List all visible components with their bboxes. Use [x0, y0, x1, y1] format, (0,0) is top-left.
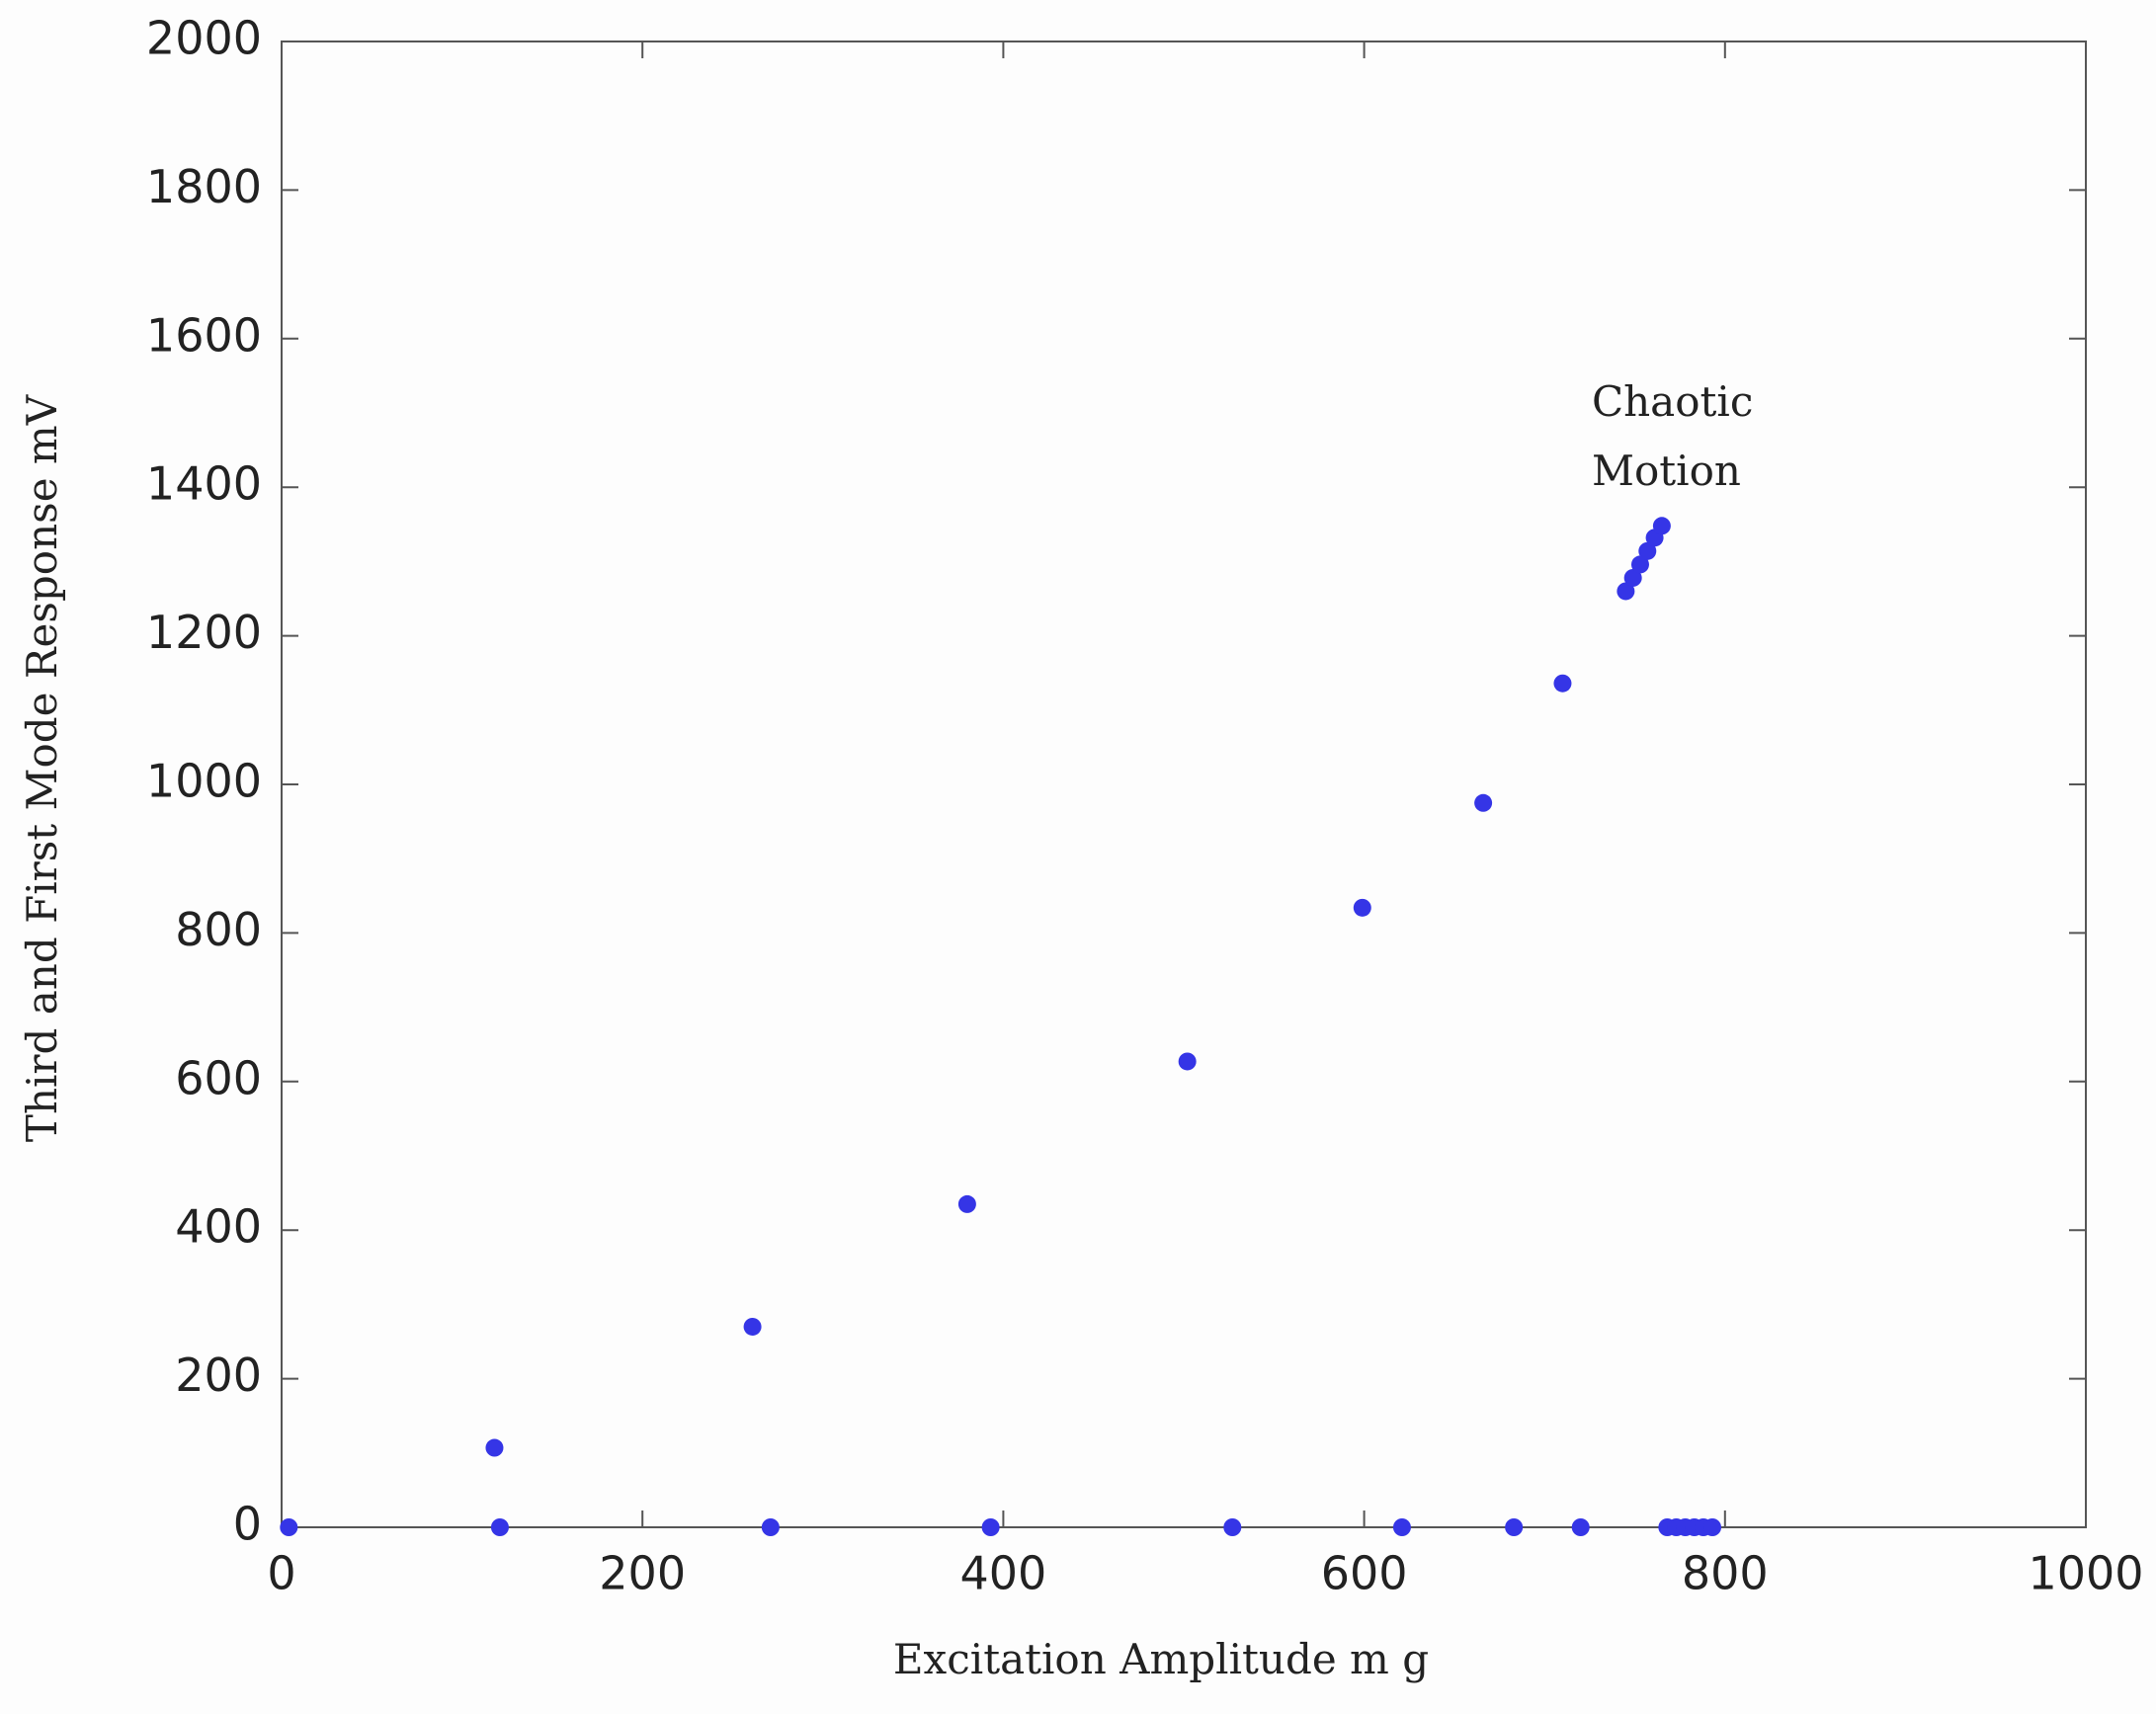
y-tick-label: 400	[175, 1200, 262, 1254]
data-point	[1223, 1518, 1242, 1536]
y-tick-label: 800	[175, 903, 262, 956]
plot-frame	[281, 41, 2087, 1528]
y-tick-label: 600	[175, 1051, 262, 1104]
y-tick-label: 0	[233, 1498, 262, 1551]
annotation: Chaotic	[1592, 377, 1753, 426]
data-point	[761, 1518, 780, 1536]
data-point	[1623, 568, 1642, 587]
data-point	[1617, 582, 1635, 601]
y-tick-label: 1400	[146, 457, 262, 511]
y-tick-label: 1000	[146, 755, 262, 808]
data-point	[1353, 898, 1371, 917]
data-point	[1638, 541, 1657, 560]
data-point	[490, 1518, 509, 1536]
x-tick-label: 200	[599, 1547, 686, 1600]
data-point	[981, 1518, 1000, 1536]
data-point	[280, 1518, 298, 1536]
data-point	[743, 1317, 762, 1336]
x-axis-label: Excitation Amplitude m g	[893, 1635, 1429, 1683]
y-tick-label: 2000	[146, 12, 262, 65]
y-tick-label: 1600	[146, 308, 262, 362]
y-tick-label: 1800	[146, 160, 262, 213]
data-point	[957, 1194, 976, 1213]
annotation: Motion	[1592, 447, 1741, 495]
data-point	[1392, 1518, 1411, 1536]
data-point	[1571, 1518, 1590, 1536]
data-point	[1652, 517, 1671, 535]
x-tick-label: 1000	[2028, 1547, 2143, 1600]
x-tick-label: 400	[959, 1547, 1046, 1600]
data-point	[485, 1438, 504, 1457]
x-tick-label: 0	[267, 1547, 295, 1600]
y-axis-label: Third and First Mode Response mV	[18, 394, 66, 1142]
x-tick-label: 800	[1682, 1547, 1769, 1600]
data-point	[1178, 1052, 1197, 1071]
data-point	[1474, 793, 1493, 812]
data-point	[1703, 1518, 1722, 1536]
x-tick-label: 600	[1321, 1547, 1408, 1600]
y-tick-label: 200	[175, 1348, 262, 1402]
y-tick-label: 1200	[146, 606, 262, 659]
data-point	[1630, 555, 1649, 574]
data-point	[1553, 674, 1572, 693]
data-point	[1505, 1518, 1524, 1536]
